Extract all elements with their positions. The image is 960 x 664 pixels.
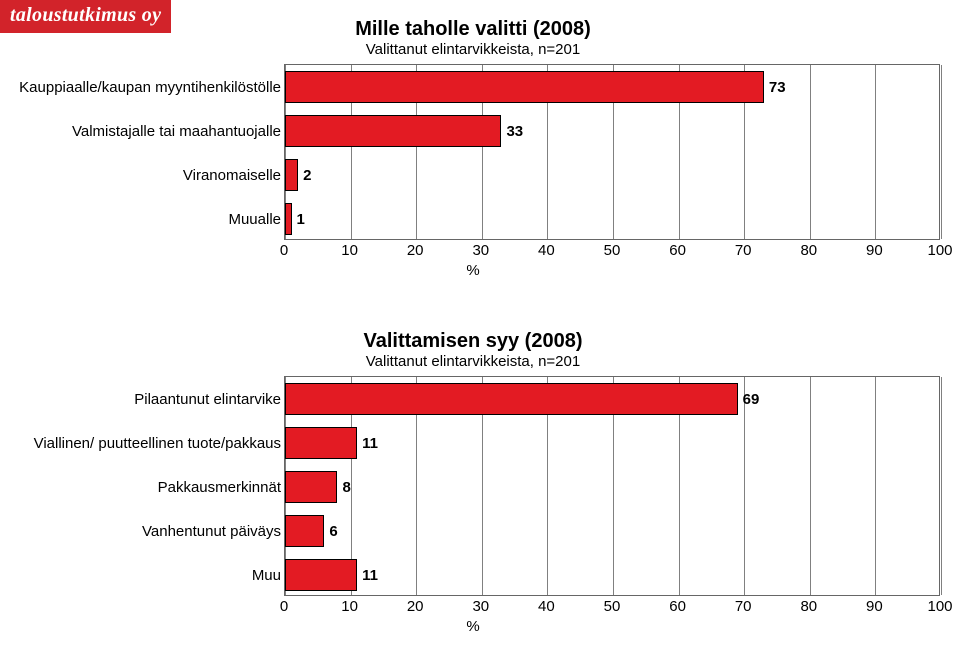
chart2-subtitle: Valittanut elintarvikkeista, n=201 xyxy=(0,353,946,370)
bar-row: Viranomaiselle 2 xyxy=(1,153,941,197)
bar xyxy=(285,159,298,191)
bar-area: 11 xyxy=(285,421,941,465)
x-tick: 80 xyxy=(800,598,817,615)
x-tick: 70 xyxy=(735,598,752,615)
bar xyxy=(285,427,357,459)
bar-area: 6 xyxy=(285,509,941,553)
x-tick: 20 xyxy=(407,242,424,259)
bar-value-label: 33 xyxy=(503,109,523,153)
y-label: Kauppiaalle/kaupan myyntihenkilöstölle xyxy=(1,65,285,109)
page: taloustutkimus oy Mille taholle valitti … xyxy=(0,0,960,664)
bar xyxy=(285,559,357,591)
bar-row: Kauppiaalle/kaupan myyntihenkilöstölle 73 xyxy=(1,65,941,109)
chart1-xaxis-label: % xyxy=(0,262,946,279)
chart-taholle: Mille taholle valitti (2008) Valittanut … xyxy=(0,18,946,279)
bar-value-label: 73 xyxy=(766,65,786,109)
bar-row: Valmistajalle tai maahantuojalle 33 xyxy=(1,109,941,153)
x-tick: 20 xyxy=(407,598,424,615)
x-tick: 30 xyxy=(472,242,489,259)
bar-area: 11 xyxy=(285,553,941,597)
y-label: Muu xyxy=(1,553,285,597)
y-label: Viranomaiselle xyxy=(1,153,285,197)
x-tick: 10 xyxy=(341,598,358,615)
bar-value-label: 1 xyxy=(294,197,305,241)
x-tick: 90 xyxy=(866,598,883,615)
x-tick: 40 xyxy=(538,598,555,615)
y-label: Valmistajalle tai maahantuojalle xyxy=(1,109,285,153)
chart2-xaxis-label: % xyxy=(0,618,946,635)
x-tick: 80 xyxy=(800,242,817,259)
x-tick: 0 xyxy=(280,598,288,615)
x-tick: 0 xyxy=(280,242,288,259)
x-tick: 60 xyxy=(669,598,686,615)
chart2-title: Valittamisen syy (2008) xyxy=(0,330,946,353)
x-tick: 100 xyxy=(927,242,952,259)
y-label: Vanhentunut päiväys xyxy=(1,509,285,553)
bar-row: Muualle1 xyxy=(1,197,941,241)
x-tick: 30 xyxy=(472,598,489,615)
bar-area: 8 xyxy=(285,465,941,509)
bar-row: Viallinen/ puutteellinen tuote/pakkaus 11 xyxy=(1,421,941,465)
bar-area: 1 xyxy=(285,197,941,241)
y-label: Pilaantunut elintarvike xyxy=(1,377,285,421)
bar-row: Pakkausmerkinnät 8 xyxy=(1,465,941,509)
bar-value-label: 6 xyxy=(326,509,337,553)
bar-value-label: 11 xyxy=(359,553,378,597)
chart1-title: Mille taholle valitti (2008) xyxy=(0,18,946,41)
bar xyxy=(285,203,292,235)
bar xyxy=(285,471,337,503)
chart2-plot: Pilaantunut elintarvike69Viallinen/ puut… xyxy=(284,376,940,596)
bar-value-label: 69 xyxy=(740,377,760,421)
x-tick: 40 xyxy=(538,242,555,259)
bar-value-label: 11 xyxy=(359,421,378,465)
bar-row: Pilaantunut elintarvike 69 xyxy=(1,377,941,421)
chart1-subtitle: Valittanut elintarvikkeista, n=201 xyxy=(0,41,946,58)
y-label: Viallinen/ puutteellinen tuote/pakkaus xyxy=(1,421,285,465)
chart1-plot: Kauppiaalle/kaupan myyntihenkilöstölle73… xyxy=(284,64,940,240)
x-tick: 50 xyxy=(604,242,621,259)
x-tick: 100 xyxy=(927,598,952,615)
y-label: Muualle xyxy=(1,197,285,241)
bar xyxy=(285,115,501,147)
grid-line xyxy=(941,377,942,595)
bar-row: Muu 11 xyxy=(1,553,941,597)
grid-line xyxy=(941,65,942,239)
bar-area: 2 xyxy=(285,153,941,197)
x-tick: 10 xyxy=(341,242,358,259)
chart-syy: Valittamisen syy (2008) Valittanut elint… xyxy=(0,330,946,635)
x-tick: 90 xyxy=(866,242,883,259)
bar xyxy=(285,515,324,547)
x-tick: 50 xyxy=(604,598,621,615)
bar-area: 33 xyxy=(285,109,941,153)
y-label: Pakkausmerkinnät xyxy=(1,465,285,509)
x-tick: 70 xyxy=(735,242,752,259)
chart2-xaxis: 0102030405060708090100 xyxy=(284,596,940,618)
bar-area: 73 xyxy=(285,65,941,109)
bar-row: Vanhentunut päiväys 6 xyxy=(1,509,941,553)
bar-value-label: 8 xyxy=(339,465,350,509)
bar-value-label: 2 xyxy=(300,153,311,197)
bar xyxy=(285,383,738,415)
chart1-xaxis: 0102030405060708090100 xyxy=(284,240,940,262)
bar-area: 69 xyxy=(285,377,941,421)
bar xyxy=(285,71,764,103)
x-tick: 60 xyxy=(669,242,686,259)
